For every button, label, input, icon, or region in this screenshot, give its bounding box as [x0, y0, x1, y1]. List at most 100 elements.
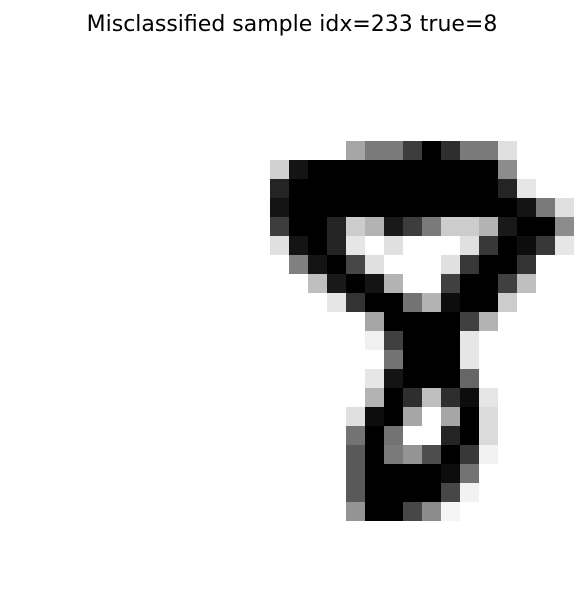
- digit-pixel: [346, 160, 365, 179]
- digit-pixel: [536, 217, 555, 236]
- digit-pixel: [289, 217, 308, 236]
- digit-pixel: [460, 369, 479, 388]
- digit-pixel: [441, 179, 460, 198]
- digit-pixel: [517, 179, 536, 198]
- digit-pixel: [441, 388, 460, 407]
- digit-pixel: [441, 198, 460, 217]
- digit-pixel: [517, 274, 536, 293]
- digit-pixel: [422, 312, 441, 331]
- digit-pixel: [346, 293, 365, 312]
- digit-pixel: [327, 236, 346, 255]
- digit-pixel: [384, 369, 403, 388]
- digit-pixel: [460, 179, 479, 198]
- digit-pixel: [498, 217, 517, 236]
- digit-pixel: [327, 293, 346, 312]
- digit-pixel: [479, 217, 498, 236]
- digit-pixel: [479, 274, 498, 293]
- digit-pixel: [365, 426, 384, 445]
- digit-pixel: [270, 160, 289, 179]
- digit-pixel: [479, 179, 498, 198]
- digit-pixel: [498, 160, 517, 179]
- digit-pixel: [403, 198, 422, 217]
- digit-pixel: [441, 274, 460, 293]
- digit-pixel: [365, 483, 384, 502]
- digit-pixel: [536, 236, 555, 255]
- digit-pixel: [422, 331, 441, 350]
- digit-pixel: [403, 407, 422, 426]
- digit-pixel: [498, 236, 517, 255]
- digit-pixel: [384, 502, 403, 521]
- digit-pixel: [479, 141, 498, 160]
- digit-pixel: [365, 141, 384, 160]
- digit-pixel: [498, 274, 517, 293]
- digit-pixel: [479, 388, 498, 407]
- digit-pixel: [384, 464, 403, 483]
- digit-pixel: [346, 274, 365, 293]
- digit-pixel: [403, 350, 422, 369]
- digit-pixel: [270, 236, 289, 255]
- digit-pixel: [384, 179, 403, 198]
- digit-pixel: [555, 236, 574, 255]
- digit-pixel: [422, 388, 441, 407]
- digit-pixel: [365, 445, 384, 464]
- digit-pixel: [384, 293, 403, 312]
- digit-pixel: [403, 331, 422, 350]
- digit-pixel: [365, 331, 384, 350]
- digit-pixel: [517, 255, 536, 274]
- digit-pixel: [422, 369, 441, 388]
- digit-pixel: [403, 445, 422, 464]
- digit-pixel: [346, 255, 365, 274]
- digit-pixel: [365, 274, 384, 293]
- digit-pixel: [365, 255, 384, 274]
- digit-pixel: [384, 160, 403, 179]
- digit-pixel: [460, 407, 479, 426]
- digit-pixel: [365, 502, 384, 521]
- digit-pixel: [422, 502, 441, 521]
- digit-pixel: [441, 350, 460, 369]
- digit-pixel: [479, 236, 498, 255]
- digit-pixel: [270, 179, 289, 198]
- digit-pixel: [441, 426, 460, 445]
- digit-pixel: [308, 236, 327, 255]
- digit-pixel: [384, 236, 403, 255]
- digit-pixel: [498, 293, 517, 312]
- digit-pixel: [460, 293, 479, 312]
- digit-pixel: [403, 502, 422, 521]
- digit-pixel: [308, 198, 327, 217]
- digit-pixel: [346, 141, 365, 160]
- digit-pixel: [270, 198, 289, 217]
- digit-pixel: [460, 274, 479, 293]
- digit-pixel: [365, 388, 384, 407]
- digit-pixel: [479, 312, 498, 331]
- digit-pixel: [498, 141, 517, 160]
- digit-pixel: [308, 274, 327, 293]
- digit-pixel: [441, 407, 460, 426]
- digit-pixel: [422, 217, 441, 236]
- digit-pixel: [289, 160, 308, 179]
- digit-pixel: [403, 388, 422, 407]
- digit-pixel: [346, 464, 365, 483]
- digit-pixel: [346, 407, 365, 426]
- digit-pixel: [365, 464, 384, 483]
- digit-pixel: [460, 388, 479, 407]
- digit-pixel: [460, 141, 479, 160]
- digit-pixel: [441, 293, 460, 312]
- digit-pixel: [422, 464, 441, 483]
- digit-pixel: [555, 217, 574, 236]
- digit-pixel: [441, 445, 460, 464]
- digit-pixel: [308, 255, 327, 274]
- digit-pixel: [327, 198, 346, 217]
- digit-pixel: [422, 445, 441, 464]
- digit-pixel: [403, 160, 422, 179]
- digit-pixel: [346, 198, 365, 217]
- digit-pixel: [289, 236, 308, 255]
- digit-pixel: [498, 255, 517, 274]
- digit-pixel: [422, 350, 441, 369]
- digit-pixel: [403, 217, 422, 236]
- digit-pixel: [403, 464, 422, 483]
- digit-pixel: [441, 255, 460, 274]
- digit-image: [270, 141, 574, 521]
- digit-pixel: [441, 217, 460, 236]
- digit-pixel: [346, 236, 365, 255]
